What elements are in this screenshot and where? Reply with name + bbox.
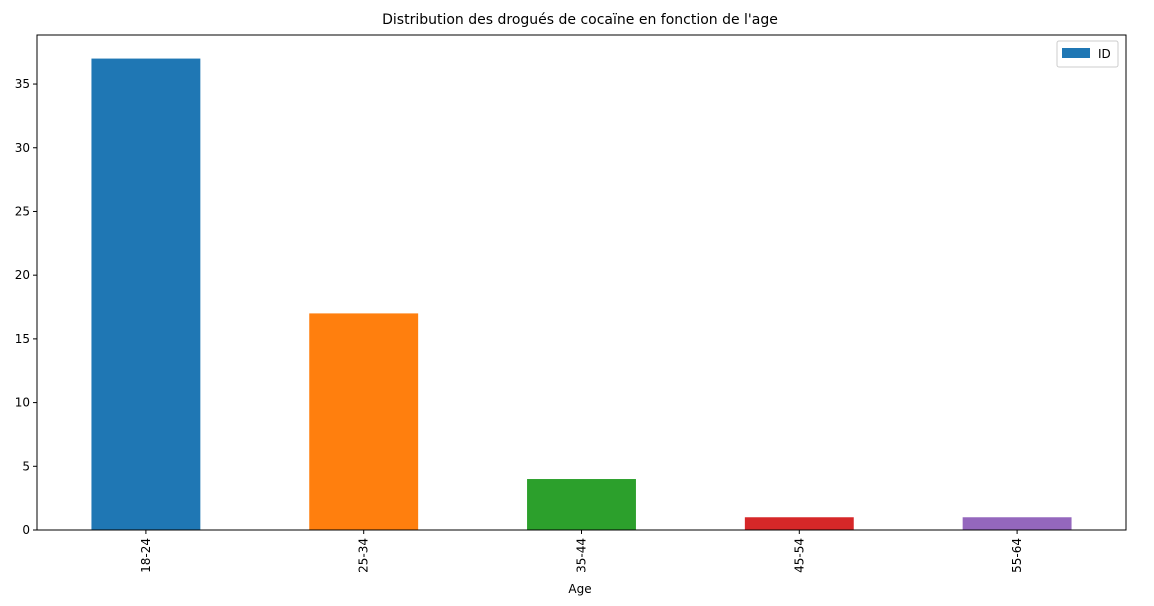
bar-18-24 <box>91 58 201 530</box>
y-tick-label: 10 <box>15 396 30 410</box>
chart-title: Distribution des drogués de cocaïne en f… <box>382 12 778 28</box>
legend-swatch <box>1062 48 1090 58</box>
legend-label: ID <box>1098 47 1111 61</box>
x-tick-label: 18-24 <box>139 538 153 573</box>
bar-45-54 <box>744 517 854 530</box>
y-tick-label: 15 <box>15 332 30 346</box>
y-tick-label: 25 <box>15 204 30 218</box>
y-tick-label: 20 <box>15 268 30 282</box>
y-axis: 0 5 10 15 20 25 30 35 <box>15 77 37 537</box>
y-tick-label: 0 <box>22 523 30 537</box>
x-tick-label: 45-54 <box>792 538 806 573</box>
x-axis-label: Age <box>568 582 591 596</box>
bar-55-64 <box>962 517 1072 530</box>
x-tick-label: 55-64 <box>1010 538 1024 573</box>
y-tick-label: 5 <box>22 459 30 473</box>
legend: ID <box>1056 40 1119 68</box>
bar-35-44 <box>527 479 636 530</box>
x-axis: 18-24 25-34 35-44 45-54 55-64 <box>139 530 1024 573</box>
y-tick-label: 35 <box>15 77 30 91</box>
x-tick-label: 25-34 <box>357 538 371 573</box>
y-tick-label: 30 <box>15 141 30 155</box>
bar-25-34 <box>309 313 419 530</box>
plot-area <box>91 58 1072 530</box>
x-tick-label: 35-44 <box>575 538 589 573</box>
